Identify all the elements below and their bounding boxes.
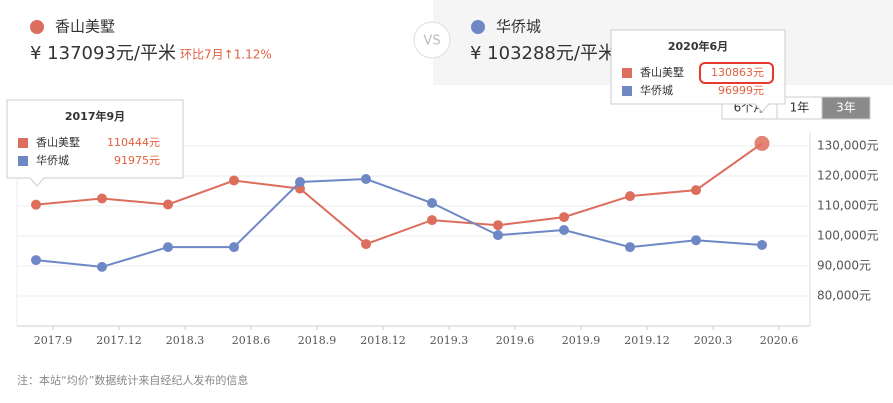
data-point [493, 220, 503, 231]
data-point [559, 212, 569, 223]
x-tick-label: 2018.3 [166, 334, 205, 347]
tooltip-value: 91975元 [114, 154, 160, 167]
tooltip-swatch [622, 68, 632, 78]
y-tick-label: 110,000元 [817, 199, 879, 213]
range-button-label[interactable]: 1年 [790, 101, 810, 115]
data-point [559, 225, 569, 235]
data-point [97, 261, 107, 272]
data-point [625, 242, 635, 253]
data-point [229, 242, 239, 253]
legend-dot [471, 20, 485, 34]
y-tick-label: 80,000元 [817, 289, 871, 303]
data-point [163, 242, 173, 253]
tooltip-value: 96999元 [718, 84, 764, 97]
tooltip-swatch [18, 138, 28, 148]
tooltip-title: 2017年9月 [65, 109, 125, 123]
tooltip-name: 香山美墅 [640, 66, 684, 79]
legend-dot [30, 20, 44, 34]
tooltip-box [610, 29, 786, 113]
x-tick-label: 2017.12 [96, 334, 142, 347]
y-tick-label: 120,000元 [817, 169, 879, 183]
series-line [35, 177, 763, 268]
data-point [691, 185, 701, 196]
highlight-box [699, 62, 774, 84]
x-tick-label: 2018.12 [360, 334, 406, 347]
y-tick-label: 100,000元 [817, 229, 879, 243]
left-name: 香山美墅 [55, 18, 115, 36]
data-point [427, 198, 437, 208]
data-point [691, 235, 701, 246]
data-point [754, 135, 770, 151]
data-point [163, 199, 173, 210]
right-name: 华侨城 [496, 18, 541, 36]
y-tick-label: 90,000元 [817, 259, 871, 273]
left-price: ¥ 137093元/平米 [30, 43, 176, 64]
data-point [625, 191, 635, 202]
data-point [31, 199, 41, 210]
x-tick-label: 2018.6 [232, 334, 271, 347]
tooltip-value: 130863元 [711, 66, 764, 79]
data-point [427, 215, 437, 226]
data-point [31, 255, 41, 266]
x-tick-label: 2019.12 [624, 334, 670, 347]
data-point [295, 177, 305, 187]
x-tick-label: 2017.9 [34, 334, 73, 347]
data-point [361, 174, 371, 184]
data-point [361, 239, 371, 250]
tooltip-box [6, 99, 184, 187]
data-point [493, 230, 503, 241]
x-tick-label: 2020.3 [694, 334, 733, 347]
series-line [35, 142, 763, 246]
data-point [97, 193, 107, 204]
vs-badge [413, 21, 451, 59]
x-tick-label: 2019.9 [562, 334, 601, 347]
tooltip-title: 2020年6月 [668, 39, 728, 53]
tooltip-swatch [622, 86, 632, 96]
range-button-label[interactable]: 3年 [836, 101, 856, 115]
right-price: ¥ 103288元/平米 [470, 43, 616, 64]
x-tick-label: 2018.9 [298, 334, 337, 347]
x-tick-label: 2020.6 [760, 334, 799, 347]
data-point [757, 240, 767, 251]
x-tick-label: 2019.3 [430, 334, 469, 347]
tooltip-swatch [18, 156, 28, 166]
tooltip-name: 华侨城 [36, 153, 69, 167]
footnote: 注：本站“均价”数据统计来自经纪人发布的信息 [17, 373, 248, 387]
vs-text: VS [423, 34, 440, 49]
tooltip-value: 110444元 [107, 136, 160, 149]
y-tick-label: 130,000元 [817, 139, 879, 153]
tooltip-name: 华侨城 [640, 83, 673, 97]
range-button[interactable] [821, 96, 871, 120]
tooltip-name: 香山美墅 [36, 136, 80, 149]
data-point [229, 175, 239, 186]
x-tick-label: 2019.6 [496, 334, 535, 347]
left-change: 环比7月↑1.12% [180, 48, 272, 62]
